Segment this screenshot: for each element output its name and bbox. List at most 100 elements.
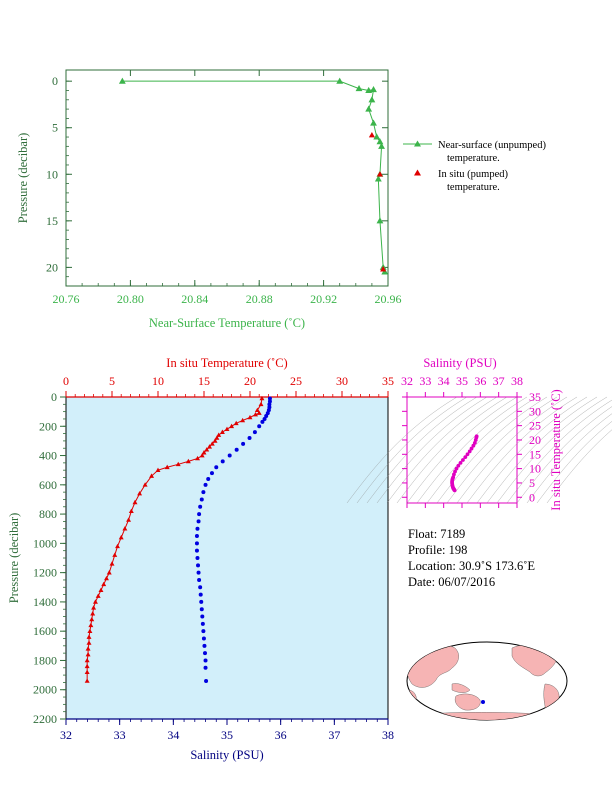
salinity-point	[199, 607, 204, 612]
x-tick-label: 20.92	[310, 292, 337, 306]
near-surface-plot-area	[65, 69, 389, 287]
temperature-tick-label: 10	[152, 374, 164, 388]
ts-point	[471, 443, 476, 448]
temperature-point	[106, 570, 112, 575]
temperature-point	[207, 444, 212, 449]
temperature-tick-label: 25	[290, 374, 302, 388]
density-contour	[406, 396, 518, 504]
near-surface-point	[368, 96, 376, 103]
profile-number: Profile: 198	[408, 543, 468, 557]
salinity-point	[234, 447, 239, 452]
ts-y-tick-label: 15	[529, 447, 541, 461]
near-surface-point	[381, 268, 389, 275]
pressure-tick-label: 2200	[33, 712, 57, 726]
near-surface-x-axis-label: Near-Surface Temperature (˚C)	[149, 316, 305, 330]
near-surface-point	[365, 105, 373, 112]
legend-label-pumped: In situ (pumped) temperature.	[438, 169, 511, 193]
temperature-point	[219, 429, 225, 434]
ts-y-tick-label: 5	[529, 476, 535, 490]
pressure-tick-label: 2000	[33, 683, 57, 697]
temperature-point	[85, 652, 91, 657]
salinity-point	[201, 490, 206, 495]
pressure-tick-label: 800	[39, 507, 57, 521]
temperature-point	[91, 605, 97, 610]
salinity-point	[202, 643, 207, 648]
salinity-point	[195, 556, 200, 560]
ts-x-axis-label: Salinity (PSU)	[423, 356, 496, 370]
salinity-point	[257, 424, 262, 429]
temperature-point	[84, 657, 90, 663]
temperature-point	[175, 461, 181, 467]
temperature-point	[88, 622, 94, 628]
salinity-point	[196, 570, 201, 575]
salinity-point	[198, 504, 203, 509]
density-contour	[506, 399, 612, 504]
temperature-point	[86, 640, 92, 645]
y-tick-label: 5	[52, 121, 58, 135]
float-info-panel: Float: 7189 Profile: 198 Location: 30.9˚…	[408, 526, 535, 590]
salinity-point	[203, 665, 208, 670]
ts-point	[461, 458, 465, 462]
temperature-point	[201, 450, 207, 455]
pressure-tick-label: 1000	[33, 536, 57, 550]
temperature-tick-label: 35	[382, 374, 394, 388]
temperature-point	[258, 401, 264, 407]
salinity-point	[267, 396, 272, 401]
density-contour	[386, 396, 498, 504]
density-contour	[456, 396, 568, 504]
salinity-point	[198, 585, 203, 590]
ts-point	[452, 488, 457, 493]
temperature-point	[112, 552, 118, 557]
temperature-point	[254, 407, 260, 412]
salinity-point	[194, 534, 199, 539]
near-surface-point	[355, 85, 363, 92]
y-tick-label: 15	[46, 214, 58, 228]
temperature-point	[101, 581, 107, 587]
profile-plot-area	[65, 396, 389, 720]
ts-y-tick-label: 25	[529, 419, 541, 433]
ts-x-tick-label: 32	[401, 374, 413, 388]
ts-point	[469, 446, 474, 451]
temperature-point	[214, 435, 220, 440]
temperature-point	[84, 669, 90, 674]
temperature-point	[132, 499, 138, 505]
profile-date: Date: 06/07/2016	[408, 575, 496, 589]
ts-point	[463, 455, 468, 460]
temperature-point	[126, 517, 132, 522]
ts-x-tick-label: 38	[511, 374, 523, 388]
salinity-point	[220, 459, 225, 464]
pressure-tick-label: 1600	[33, 624, 57, 638]
temperature-point	[216, 432, 222, 437]
salinity-point	[194, 548, 199, 553]
salinity-point	[204, 678, 209, 683]
pressure-tick-label: 200	[39, 419, 57, 433]
salinity-point	[209, 471, 214, 476]
salinity-axis-ticks: 32 33 34 35 36 37 38	[60, 719, 394, 742]
density-contour	[396, 396, 508, 504]
temperature-point	[137, 491, 143, 496]
salinity-point	[203, 658, 208, 663]
temperature-tick-label: 30	[336, 374, 348, 388]
in-situ-point	[376, 171, 383, 177]
temperature-point	[128, 508, 134, 513]
temperature-point	[209, 441, 215, 446]
temperature-point	[84, 678, 90, 683]
ts-point	[472, 440, 477, 445]
in-situ-point	[368, 131, 375, 138]
ts-point	[456, 463, 461, 468]
ts-point	[473, 438, 478, 442]
density-contour	[526, 413, 612, 504]
temperature-tick-label: 15	[198, 374, 210, 388]
salinity-point	[203, 482, 208, 487]
profile-y-axis-label: Pressure (decibar)	[7, 513, 21, 604]
x-tick-label: 20.80	[117, 292, 144, 306]
temperature-tick-label: 20	[244, 374, 256, 388]
salinity-point	[196, 563, 201, 568]
temperature-point	[118, 534, 124, 540]
density-contour	[516, 406, 612, 504]
ts-y-axis-label: In situ Temperature (˚C)	[549, 389, 563, 510]
temperature-point	[92, 599, 98, 604]
near-surface-series	[118, 77, 389, 275]
temperature-point	[86, 634, 92, 639]
